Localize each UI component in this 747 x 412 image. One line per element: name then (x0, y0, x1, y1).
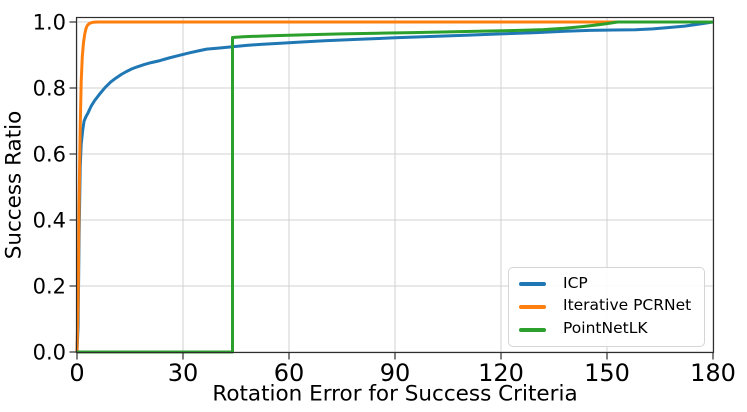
plot-border (75, 16, 715, 354)
legend-item-pointnetlk: PointNetLK (519, 319, 704, 341)
y-tick-label: 0.8 (33, 77, 66, 101)
legend-label-icp: ICP (563, 273, 588, 292)
iterative-pcrnet-line-swatch (519, 304, 546, 309)
x-tick-label: 180 (690, 359, 736, 387)
x-tick-label: 30 (168, 359, 199, 387)
y-tick-label: 0.4 (33, 209, 66, 233)
x-axis-label: Rotation Error for Success Criteria (212, 381, 578, 407)
y-axis-label: Success Ratio (1, 110, 27, 260)
x-tick-label: 120 (478, 359, 524, 387)
y-tick-label: 0.6 (33, 143, 66, 167)
legend-item-iterative-pcrnet: Iterative PCRNet (519, 296, 704, 318)
legend: ICP Iterative PCRNet PointNetLK (508, 267, 705, 347)
x-tick-label: 150 (584, 359, 630, 387)
legend-label-pointnetlk: PointNetLK (563, 318, 648, 337)
y-tick-label: 1.0 (33, 11, 66, 35)
x-tick-label: 60 (274, 359, 305, 387)
series-line-iterative-pcrnet (75, 20, 713, 353)
series-line-pointnetlk (77, 20, 713, 354)
y-tick-label: 0.0 (33, 341, 66, 365)
x-tick-label: 0 (69, 359, 84, 387)
icp-line-swatch (519, 282, 546, 287)
legend-label-iterative-pcrnet: Iterative PCRNet (563, 296, 692, 315)
legend-item-icp: ICP (519, 273, 704, 295)
pointnetlk-line-swatch (519, 327, 546, 332)
x-tick-label: 90 (380, 359, 411, 387)
y-tick-label: 0.2 (33, 275, 66, 299)
series-line-icp (75, 20, 714, 353)
